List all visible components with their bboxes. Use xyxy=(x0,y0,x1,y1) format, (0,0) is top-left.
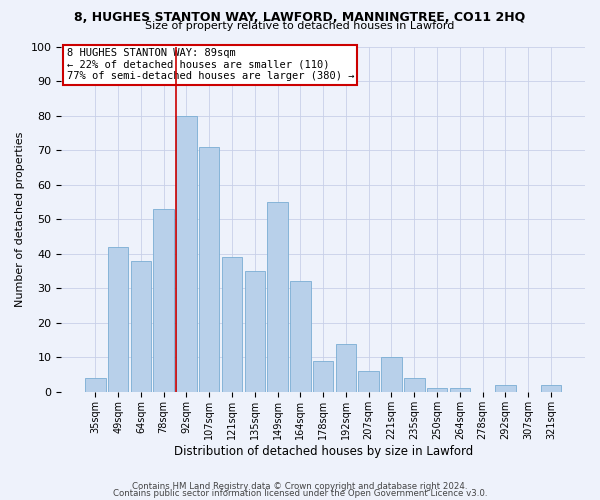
Bar xyxy=(176,116,197,392)
Bar xyxy=(199,146,220,392)
Bar xyxy=(131,260,151,392)
Bar xyxy=(335,344,356,392)
Bar xyxy=(404,378,425,392)
Bar xyxy=(495,385,515,392)
Bar xyxy=(541,385,561,392)
Bar xyxy=(85,378,106,392)
Bar xyxy=(290,282,311,392)
Bar xyxy=(108,247,128,392)
Bar xyxy=(427,388,447,392)
Bar xyxy=(313,361,334,392)
Bar xyxy=(449,388,470,392)
Bar xyxy=(245,271,265,392)
Text: Size of property relative to detached houses in Lawford: Size of property relative to detached ho… xyxy=(145,21,455,31)
Bar xyxy=(222,257,242,392)
Bar xyxy=(381,358,402,392)
Bar xyxy=(268,202,288,392)
Bar xyxy=(358,371,379,392)
Text: 8, HUGHES STANTON WAY, LAWFORD, MANNINGTREE, CO11 2HQ: 8, HUGHES STANTON WAY, LAWFORD, MANNINGT… xyxy=(74,11,526,24)
Text: Contains public sector information licensed under the Open Government Licence v3: Contains public sector information licen… xyxy=(113,489,487,498)
Text: Contains HM Land Registry data © Crown copyright and database right 2024.: Contains HM Land Registry data © Crown c… xyxy=(132,482,468,491)
X-axis label: Distribution of detached houses by size in Lawford: Distribution of detached houses by size … xyxy=(173,444,473,458)
Bar xyxy=(154,209,174,392)
Text: 8 HUGHES STANTON WAY: 89sqm
← 22% of detached houses are smaller (110)
77% of se: 8 HUGHES STANTON WAY: 89sqm ← 22% of det… xyxy=(67,48,354,82)
Y-axis label: Number of detached properties: Number of detached properties xyxy=(15,132,25,307)
